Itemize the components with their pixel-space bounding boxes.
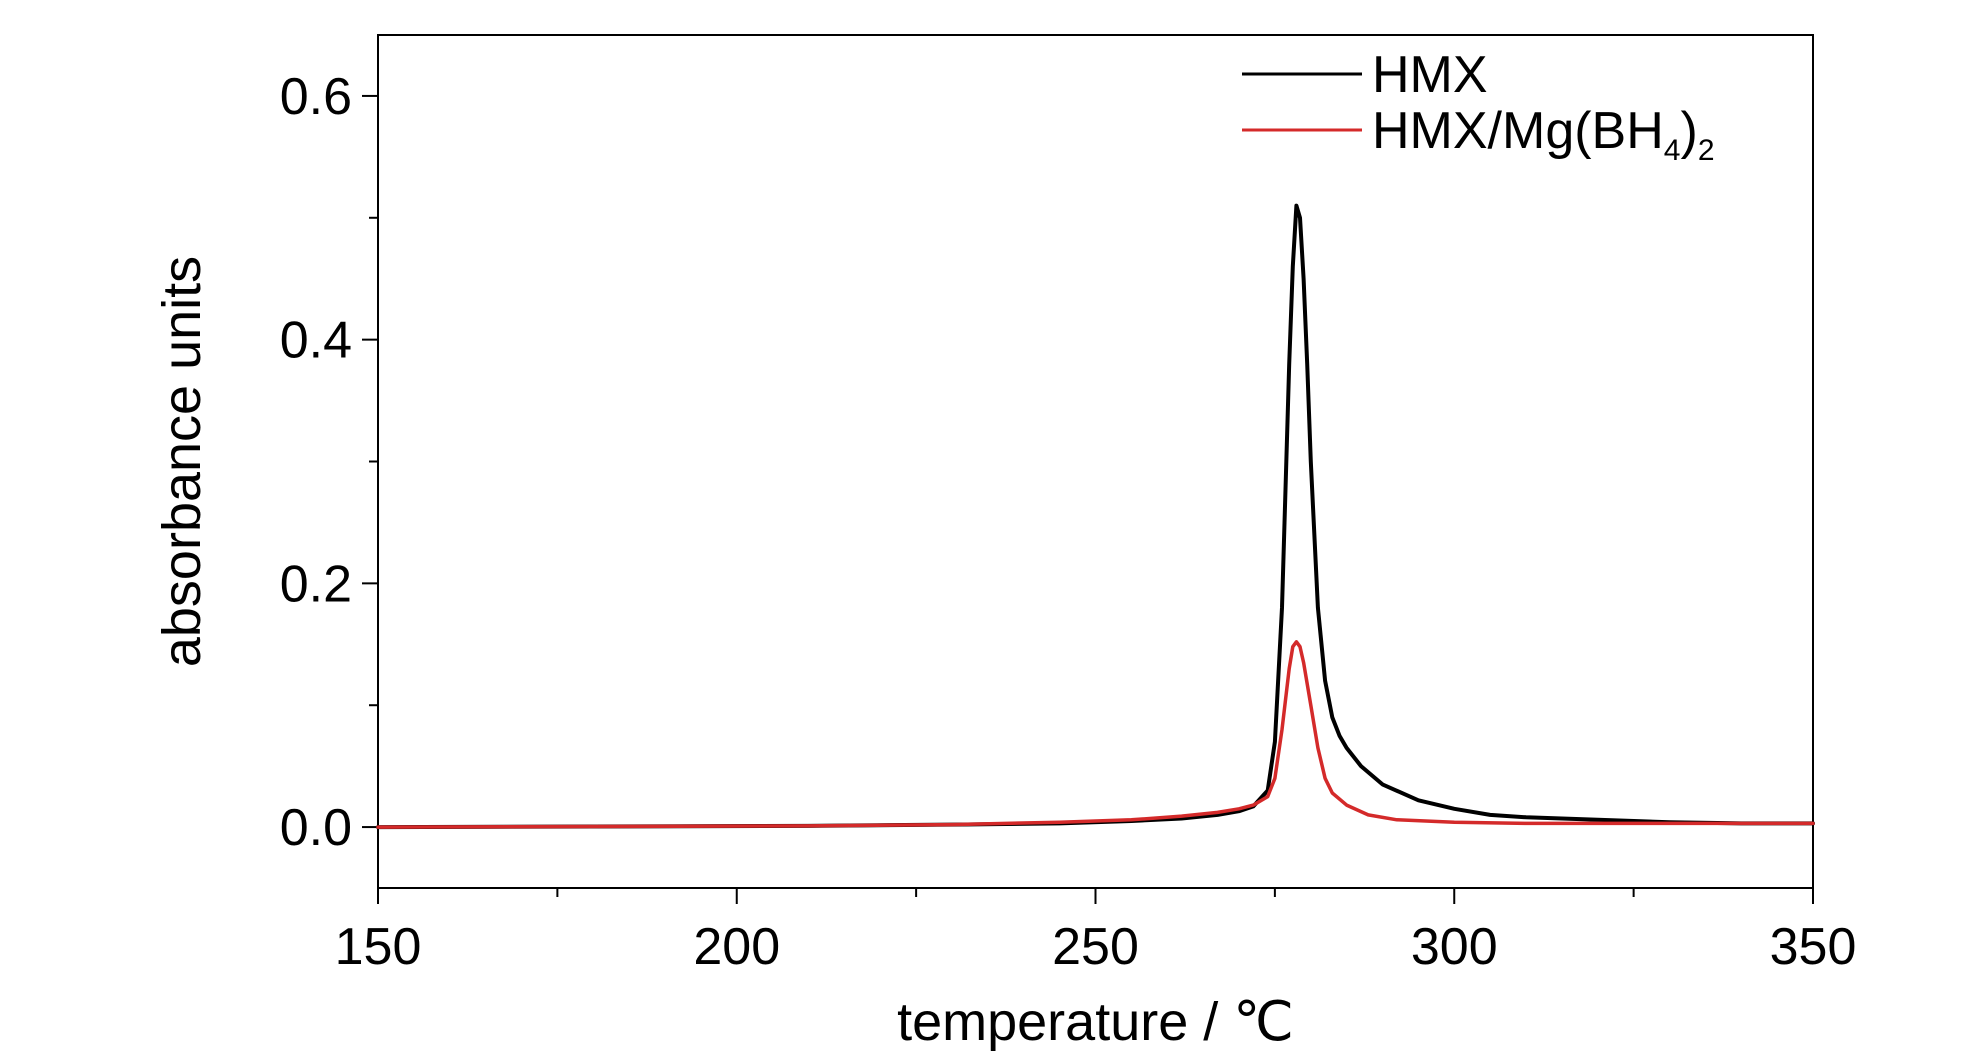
legend-label: HMX/Mg(BH4)2: [1372, 102, 1715, 167]
y-tick-label: 0.6: [280, 68, 352, 126]
legend-subscript: 2: [1698, 134, 1715, 167]
series-line-hmx: [376, 203, 1815, 830]
x-tick-label: 200: [693, 918, 780, 976]
y-tick-label: 0.4: [280, 312, 352, 370]
legend-label-part: HMX/Mg(BH: [1372, 102, 1664, 160]
series-line-hmx-mg-bh4-2: [376, 640, 1815, 829]
y-tick-label: 0.0: [280, 799, 352, 857]
y-axis-title: absorbance units: [152, 256, 212, 667]
axis-ticks: 150 200 250 300 350 0.0 0.2 0.4 0.6: [280, 68, 1857, 976]
legend-label: HMX: [1372, 46, 1488, 104]
x-tick-label: 300: [1411, 918, 1498, 976]
plot-frame: [377, 34, 1814, 889]
legend-label-part: ): [1680, 102, 1697, 160]
x-tick-label: 350: [1770, 918, 1857, 976]
y-tick-label: 0.2: [280, 555, 352, 613]
legend-subscript: 4: [1664, 134, 1681, 167]
x-tick-label: 250: [1052, 918, 1139, 976]
x-axis-title: temperature / ℃: [897, 992, 1294, 1052]
x-tick-label: 150: [335, 918, 422, 976]
series-lines: [376, 203, 1815, 830]
